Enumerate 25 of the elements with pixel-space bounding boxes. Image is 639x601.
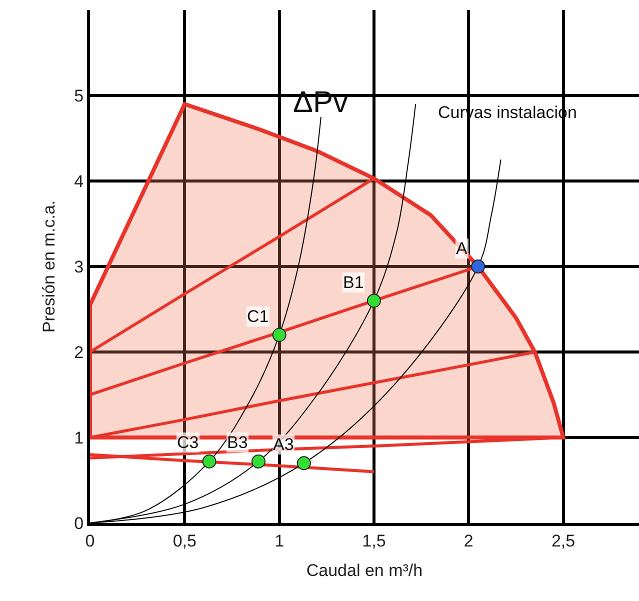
point	[272, 328, 286, 342]
y-tick-label: 4	[74, 172, 84, 191]
y-tick-label: 2	[74, 342, 84, 362]
x-tick-label: 2,5	[551, 531, 576, 550]
point	[471, 260, 486, 274]
x-axis-title: Caudal en m³/h	[306, 560, 423, 580]
annotation: A3	[273, 435, 294, 454]
point	[296, 456, 311, 470]
annotation: C1	[247, 307, 269, 326]
annotation: C3	[177, 433, 199, 452]
annotation: A	[456, 239, 468, 258]
x-tick-label: 2	[464, 531, 474, 550]
annotation: B1	[343, 273, 364, 292]
x-tick-label: 0,5	[172, 531, 196, 550]
x-tick-label: 1	[274, 531, 284, 550]
point	[366, 294, 381, 308]
y-tick-label: 3	[74, 257, 84, 276]
x-tick-label: 1,5	[362, 531, 386, 550]
point	[251, 454, 266, 468]
y-tick-label: 1	[74, 428, 84, 448]
y-tick-label: 0	[74, 514, 84, 533]
y-axis-title: Presión en m.c.a.	[40, 200, 59, 333]
y-tick-label: 5	[74, 86, 84, 106]
point	[202, 454, 216, 468]
annotation: B3	[227, 433, 248, 452]
